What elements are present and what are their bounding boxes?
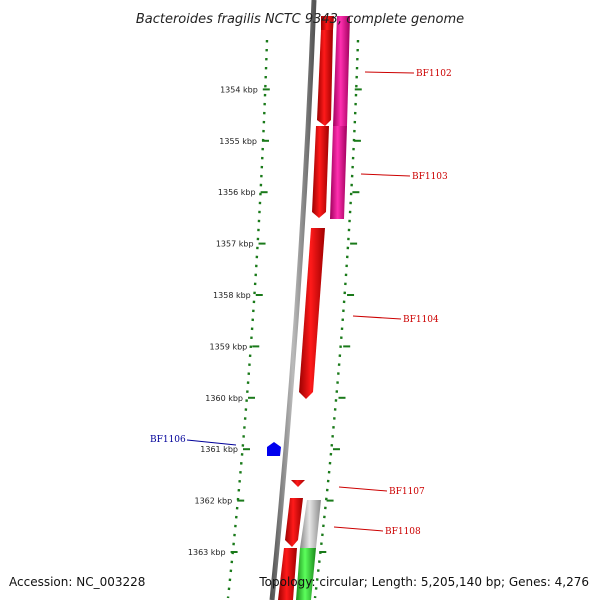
gene-bf1104-feature[interactable] xyxy=(299,228,325,399)
tick-label: 1357 kbp xyxy=(216,240,254,249)
map-title: Bacteroides fragilis NCTC 9343, complete… xyxy=(136,12,464,27)
tick-label: 1355 kbp xyxy=(219,137,257,146)
callout-bf1102 xyxy=(364,71,415,74)
tick-label: 1360 kbp xyxy=(205,394,243,403)
tick-label: 1363 kbp xyxy=(188,548,226,557)
gene-bf1106-feature[interactable] xyxy=(267,442,281,456)
label-bf1102[interactable]: BF1102 xyxy=(416,69,452,79)
rna-feature[interactable] xyxy=(296,548,316,600)
callout-bf1106 xyxy=(186,439,237,446)
features xyxy=(267,16,350,600)
gene-pink-feature[interactable] xyxy=(330,126,347,219)
tick-label: 1356 kbp xyxy=(218,188,256,197)
genome-backbone xyxy=(269,0,317,600)
tick-label: 1359 kbp xyxy=(210,342,248,351)
label-bf1104[interactable]: BF1104 xyxy=(403,315,439,325)
gene-bf1102-feature[interactable] xyxy=(317,30,333,126)
tick-label: 1354 kbp xyxy=(220,85,258,94)
gene-lower-feature[interactable] xyxy=(278,548,297,600)
topology-text: Topology: circular; Length: 5,205,140 bp… xyxy=(258,575,589,589)
callout-bf1107 xyxy=(338,486,388,492)
inner-tick-rail xyxy=(226,39,269,599)
callout-bf1108 xyxy=(333,526,384,532)
tick-rails xyxy=(226,39,360,599)
pseudo-feature[interactable] xyxy=(300,500,321,548)
gene-bf1102-feature-top[interactable] xyxy=(321,16,334,30)
gene-pink-feature-top[interactable] xyxy=(333,16,350,126)
tick-label: 1361 kbp xyxy=(200,445,238,454)
callout-bf1103 xyxy=(360,173,411,177)
gene-labels: BF1102 BF1103 BF1104 BF1106 BF1107 BF110… xyxy=(150,69,452,537)
gene-bf1108-feature[interactable] xyxy=(285,498,303,547)
gene-bf1103-feature[interactable] xyxy=(312,126,329,218)
label-bf1106[interactable]: BF1106 xyxy=(150,435,186,445)
outer-tick-rail xyxy=(313,39,360,599)
gene-bf1107-feature[interactable] xyxy=(291,480,305,487)
tick-label: 1362 kbp xyxy=(194,497,232,506)
label-bf1108[interactable]: BF1108 xyxy=(385,527,421,537)
callout-bf1104 xyxy=(352,315,402,320)
label-bf1107[interactable]: BF1107 xyxy=(389,487,425,497)
tick-label: 1358 kbp xyxy=(213,291,251,300)
accession-text: Accession: NC_003228 xyxy=(9,575,145,589)
label-bf1103[interactable]: BF1103 xyxy=(412,172,448,182)
